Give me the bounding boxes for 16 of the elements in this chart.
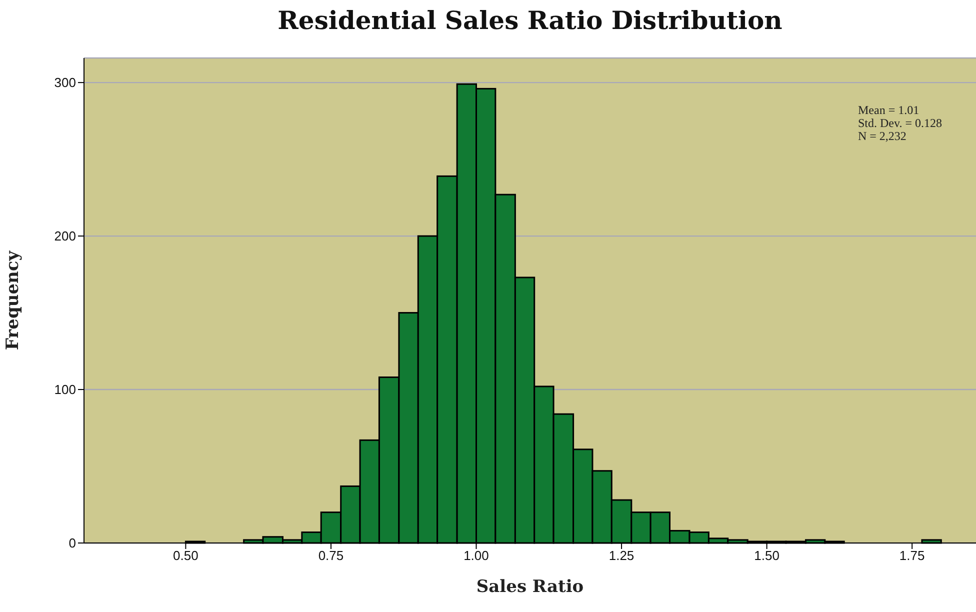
annotation: Std. Dev. = 0.128: [858, 116, 942, 130]
x-axis-title: Sales Ratio: [476, 577, 584, 597]
y-axis-title: Frequency: [3, 250, 24, 350]
y-tick-label: 200: [54, 228, 76, 244]
y-tick-label: 100: [54, 382, 76, 398]
y-tick-label: 0: [68, 536, 76, 551]
x-tick-label: 1.50: [754, 548, 780, 564]
chart-title: Residential Sales Ratio Distribution: [276, 6, 784, 35]
annotation: Mean = 1.01: [858, 103, 920, 117]
x-tick-label: 1.00: [464, 548, 489, 564]
annotation: N = 2,232: [858, 129, 908, 143]
y-tick-label: 300: [54, 75, 76, 90]
x-tick-label: 1.75: [899, 548, 925, 564]
x-tick-label: 1.25: [608, 548, 634, 564]
x-tick-label: 0.50: [173, 548, 198, 564]
x-tick-label: 0.75: [318, 548, 344, 564]
